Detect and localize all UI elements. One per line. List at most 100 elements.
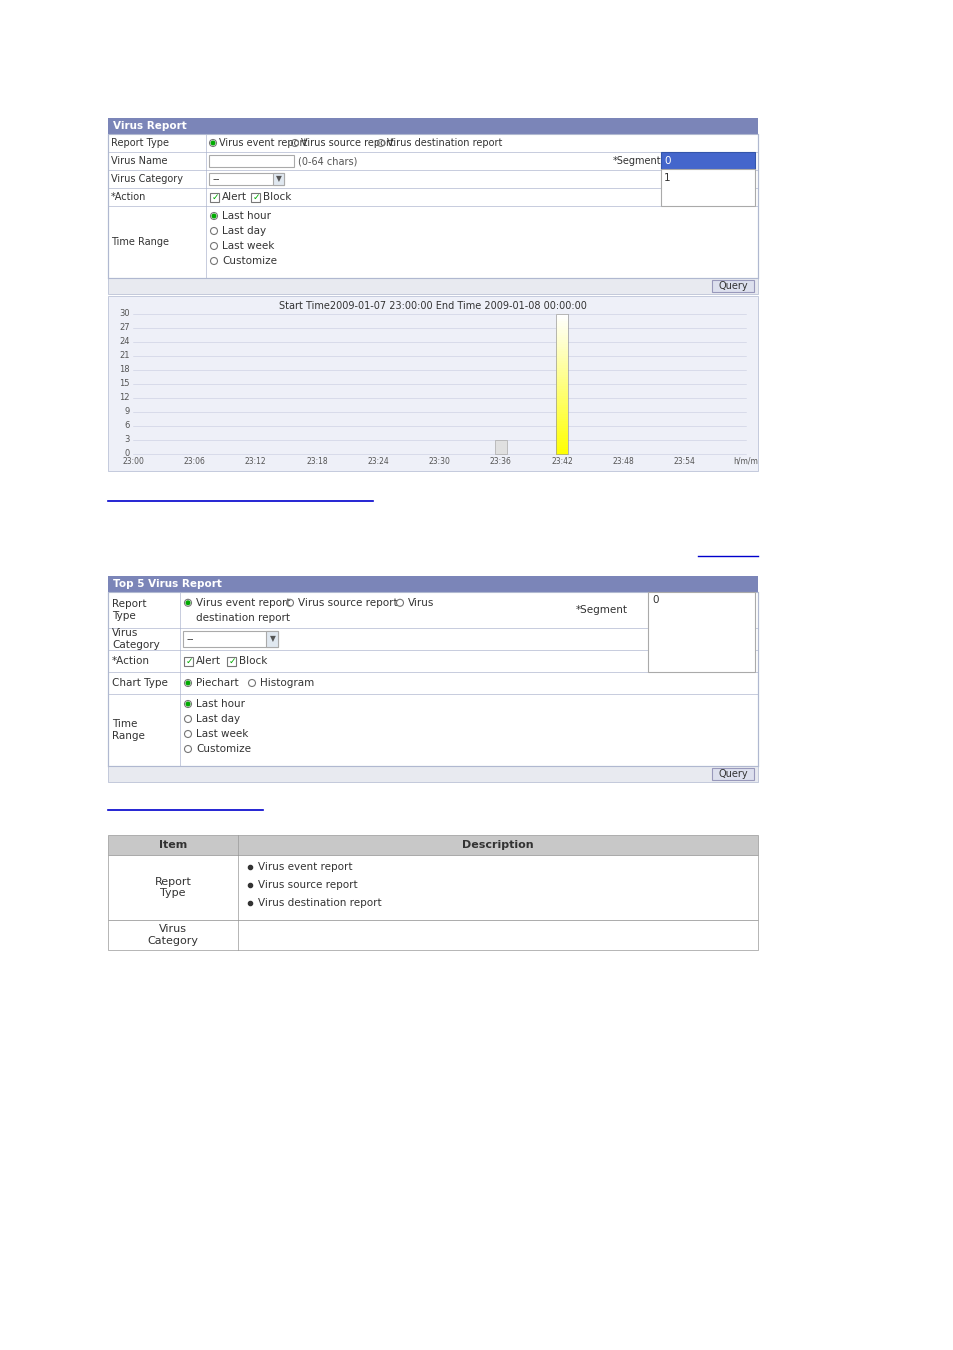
Bar: [556, 332, 567, 336]
Text: --: --: [213, 174, 220, 184]
Bar: [711, 279, 753, 292]
Text: ✓: ✓: [185, 656, 193, 666]
Text: Alert: Alert: [222, 192, 247, 202]
Circle shape: [212, 215, 215, 217]
Bar: [556, 382, 567, 385]
Bar: [556, 370, 567, 373]
Text: --: --: [187, 634, 194, 644]
Bar: [183, 630, 277, 647]
Bar: [556, 435, 567, 439]
Text: Virus Report: Virus Report: [112, 122, 187, 131]
Bar: [556, 401, 567, 404]
Bar: [556, 428, 567, 431]
Text: Item: Item: [159, 840, 187, 850]
Text: 3: 3: [125, 436, 130, 444]
Bar: [556, 443, 567, 446]
Bar: [556, 427, 567, 429]
Bar: [711, 768, 753, 780]
Bar: [556, 418, 567, 421]
Bar: [556, 363, 567, 366]
Text: Last week: Last week: [195, 729, 248, 738]
Bar: [556, 402, 567, 405]
Bar: [556, 450, 567, 452]
Bar: [556, 316, 567, 319]
Text: Customize: Customize: [195, 744, 251, 755]
Bar: [556, 417, 567, 420]
Text: Chart Type: Chart Type: [112, 678, 168, 688]
Bar: [184, 656, 193, 666]
Text: 23:00: 23:00: [122, 456, 144, 466]
Bar: [556, 386, 567, 389]
Text: Time Range: Time Range: [111, 238, 169, 247]
Bar: [209, 155, 294, 167]
Text: Virus event report: Virus event report: [257, 863, 352, 872]
Text: 23:12: 23:12: [245, 456, 266, 466]
Text: 15: 15: [119, 379, 130, 389]
Bar: [556, 338, 567, 340]
Bar: [556, 375, 567, 378]
Bar: [556, 315, 567, 317]
Text: ✓: ✓: [252, 193, 259, 201]
Bar: [556, 414, 567, 417]
Bar: [108, 593, 758, 765]
Bar: [252, 193, 260, 201]
Text: Report
Type: Report Type: [154, 876, 192, 898]
Bar: [108, 296, 758, 471]
Text: 23:30: 23:30: [428, 456, 450, 466]
Bar: [556, 356, 567, 359]
Text: destination report: destination report: [195, 613, 290, 622]
Text: ✓: ✓: [211, 193, 218, 201]
Text: Block: Block: [239, 656, 267, 666]
Text: 0: 0: [651, 595, 658, 605]
Text: (0-64 chars): (0-64 chars): [297, 157, 357, 166]
Circle shape: [211, 142, 214, 144]
Text: Virus: Virus: [408, 598, 434, 608]
Text: 23:54: 23:54: [673, 456, 695, 466]
Bar: [108, 919, 758, 950]
Bar: [211, 193, 219, 201]
Bar: [108, 855, 758, 919]
Text: 23:18: 23:18: [306, 456, 328, 466]
Bar: [556, 383, 567, 387]
Bar: [556, 335, 567, 338]
Text: ▼: ▼: [270, 634, 275, 644]
Bar: [556, 344, 567, 347]
Bar: [266, 630, 277, 647]
Bar: [556, 421, 567, 424]
Text: *Action: *Action: [112, 656, 150, 666]
Bar: [556, 340, 567, 343]
Bar: [556, 373, 567, 375]
Bar: [556, 444, 567, 447]
Text: 1: 1: [663, 173, 670, 184]
Bar: [556, 408, 567, 410]
Text: 0: 0: [125, 450, 130, 459]
Bar: [556, 366, 567, 369]
Text: Virus Category: Virus Category: [111, 174, 183, 184]
Text: Last week: Last week: [222, 242, 274, 251]
Text: ▼: ▼: [275, 174, 281, 184]
Text: 12: 12: [119, 393, 130, 402]
Bar: [556, 405, 567, 408]
Bar: [556, 392, 567, 394]
Bar: [556, 360, 567, 363]
Text: Virus source report: Virus source report: [297, 598, 397, 608]
Text: Alert: Alert: [195, 656, 221, 666]
Text: 23:42: 23:42: [551, 456, 573, 466]
Text: h/m/m: h/m/m: [733, 456, 758, 466]
Text: *Segment: *Segment: [576, 605, 627, 616]
Text: 9: 9: [125, 408, 130, 417]
Text: *Segment: *Segment: [613, 157, 661, 166]
Text: 6: 6: [125, 421, 130, 431]
Bar: [556, 447, 567, 450]
Bar: [660, 169, 754, 207]
Text: Virus
Category: Virus Category: [148, 925, 198, 946]
Bar: [556, 393, 567, 396]
Text: Description: Description: [461, 840, 534, 850]
Text: 24: 24: [119, 338, 130, 347]
Bar: [660, 153, 754, 169]
Bar: [108, 278, 758, 294]
Circle shape: [186, 601, 190, 605]
Text: 23:24: 23:24: [367, 456, 389, 466]
Bar: [108, 836, 758, 855]
Bar: [556, 328, 567, 331]
